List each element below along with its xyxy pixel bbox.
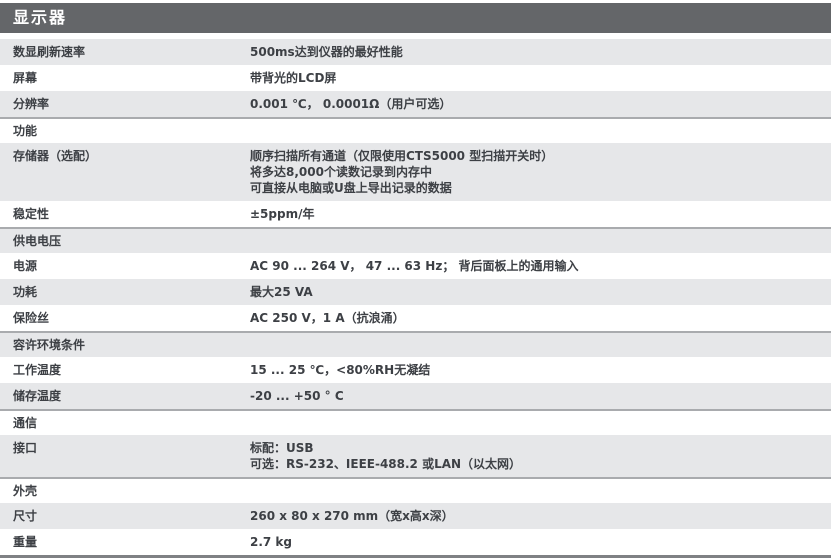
spec-label: 存储器（选配） [13, 149, 98, 163]
spec-label: 工作温度 [13, 363, 62, 377]
spec-value: 260 x 80 x 270 mm（宽x高x深） [250, 503, 831, 529]
spec-value-line: 带背光的LCD屏 [250, 71, 337, 85]
spec-row: 电源 AC 90 ... 264 V， 47 ... 63 Hz； 背后面板上的通… [0, 253, 831, 279]
section-header-row: 供电电压 [0, 227, 831, 253]
spec-value-line: AC 90 ... 264 V， 47 ... 63 Hz； 背后面板上的通用输… [250, 259, 579, 273]
spec-value-line: 500ms达到仪器的最好性能 [250, 45, 403, 59]
spec-value: -20 ... +50 ° C [250, 383, 831, 409]
spec-value: 15 ... 25 ℃，<80%RH无凝结 [250, 357, 831, 383]
spec-label: 储存温度 [13, 389, 62, 403]
spec-value: AC 250 V，1 A（抗浪涌） [250, 305, 831, 331]
spec-row: 储存温度 -20 ... +50 ° C [0, 383, 831, 409]
section-header-row: 通信 [0, 409, 831, 435]
spec-label: 尺寸 [13, 509, 38, 523]
spec-value-line: 将多达8,000个读数记录到内存中 [250, 165, 432, 179]
spec-value-line: 可直接从电脑或U盘上导出记录的数据 [250, 181, 452, 195]
spec-row: 接口 标配：USB 可选：RS-232、IEEE-488.2 或LAN（以太网） [0, 435, 831, 477]
spec-row: 数显刷新速率 500ms达到仪器的最好性能 [0, 39, 831, 65]
spec-value: ±5ppm/年 [250, 201, 831, 227]
spec-value-line: 15 ... 25 ℃，<80%RH无凝结 [250, 363, 431, 377]
spec-row: 尺寸 260 x 80 x 270 mm（宽x高x深） [0, 503, 831, 529]
spec-row: 屏幕 带背光的LCD屏 [0, 65, 831, 91]
section-header-row: 外壳 [0, 477, 831, 503]
spec-row: 功耗 最大25 VA [0, 279, 831, 305]
spec-value: 标配：USB 可选：RS-232、IEEE-488.2 或LAN（以太网） [250, 435, 831, 477]
spec-label: 接口 [13, 441, 38, 455]
spec-value: 顺序扫描所有通道（仅限使用CTS5000 型扫描开关时） 将多达8,000个读数记… [250, 143, 831, 201]
spec-table: 显示器 数显刷新速率 500ms达到仪器的最好性能屏幕 带背光的LCD屏分辨率 0.0… [0, 3, 831, 558]
spec-rows: 数显刷新速率 500ms达到仪器的最好性能屏幕 带背光的LCD屏分辨率 0.001 ℃… [0, 39, 831, 555]
spec-label: 数显刷新速率 [13, 45, 86, 59]
section-header-row: 容许环境条件 [0, 331, 831, 357]
spec-value-line: 最大25 VA [250, 285, 313, 299]
section-header-row: 功能 [0, 117, 831, 143]
spec-value-line: ±5ppm/年 [250, 207, 315, 221]
spec-value-line: 2.7 kg [250, 535, 293, 549]
spec-value: 2.7 kg [250, 529, 831, 555]
spec-value: 500ms达到仪器的最好性能 [250, 39, 831, 65]
spec-label: 功耗 [13, 285, 38, 299]
spec-row: 分辨率 0.001 ℃， 0.0001Ω（用户可选） [0, 91, 831, 117]
spec-value-line: -20 ... +50 ° C [250, 389, 344, 403]
spec-label: 保险丝 [13, 311, 50, 325]
spec-value-line: 可选：RS-232、IEEE-488.2 或LAN（以太网） [250, 457, 522, 471]
spec-value-line: 顺序扫描所有通道（仅限使用CTS5000 型扫描开关时） [250, 149, 554, 163]
spec-label: 分辨率 [13, 97, 50, 111]
spec-row: 保险丝 AC 250 V，1 A（抗浪涌） [0, 305, 831, 331]
spec-value-line: 0.001 ℃， 0.0001Ω（用户可选） [250, 97, 452, 111]
spec-value-line: AC 250 V，1 A（抗浪涌） [250, 311, 405, 325]
spec-label: 电源 [13, 259, 38, 273]
spec-row: 重量 2.7 kg [0, 529, 831, 555]
spec-label: 重量 [13, 535, 38, 549]
spec-value: 带背光的LCD屏 [250, 65, 831, 91]
spec-value: 0.001 ℃， 0.0001Ω（用户可选） [250, 91, 831, 117]
spec-row: 存储器（选配） 顺序扫描所有通道（仅限使用CTS5000 型扫描开关时） 将多达8,… [0, 143, 831, 201]
table-title: 显示器 [0, 3, 831, 33]
spec-label: 稳定性 [13, 207, 50, 221]
spec-value-line: 标配：USB [250, 441, 314, 455]
spec-value: AC 90 ... 264 V， 47 ... 63 Hz； 背后面板上的通用输… [250, 253, 831, 279]
spec-label: 屏幕 [13, 71, 38, 85]
spec-row: 稳定性 ±5ppm/年 [0, 201, 831, 227]
spec-value-line: 260 x 80 x 270 mm（宽x高x深） [250, 509, 454, 523]
spec-row: 工作温度 15 ... 25 ℃，<80%RH无凝结 [0, 357, 831, 383]
spec-value: 最大25 VA [250, 279, 831, 305]
